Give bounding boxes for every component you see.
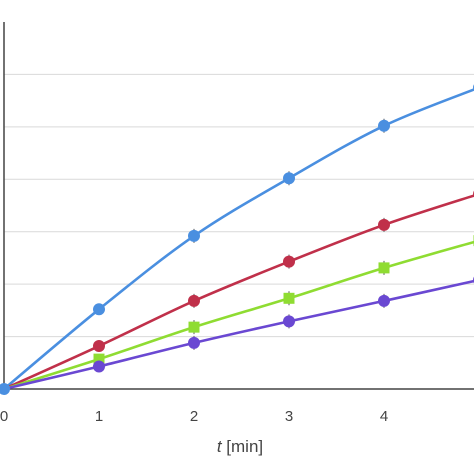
series-line [3,279,474,391]
x-tick-labels: 0 1 2 3 4 [0,408,388,425]
x-tick-label: 3 [285,408,293,425]
series-line [3,240,474,391]
data-point [93,303,105,316]
data-point [0,383,10,395]
series-4 [3,276,474,391]
data-point [378,119,390,132]
series-line [3,194,474,391]
x-axis-unit: [min] [222,437,264,456]
data-point [283,255,295,268]
data-point [93,353,105,365]
data-point [188,229,200,242]
data-point [93,360,105,373]
data-point [378,294,390,307]
x-tick-label: 1 [95,408,103,425]
data-point [378,218,390,231]
x-axis-title: t [min] [217,437,263,456]
data-point [283,315,295,328]
x-tick-label: 0 [0,408,8,425]
data-point [283,172,295,185]
gridlines [4,73,474,338]
data-point [188,294,200,307]
data-point [188,336,200,349]
data-point [93,340,105,353]
series-line [3,88,474,390]
series-1 [3,84,474,390]
series-2 [3,190,474,391]
data-point [378,262,390,274]
x-axis-variable: t [217,437,223,456]
x-tick-label: 2 [190,408,198,425]
series-3 [3,235,474,391]
data-point [188,321,200,333]
data-point [283,292,295,304]
x-tick-label: 4 [380,408,388,425]
data-series [0,84,474,395]
